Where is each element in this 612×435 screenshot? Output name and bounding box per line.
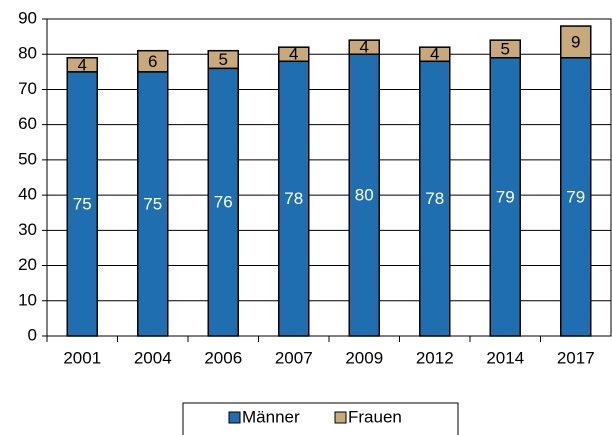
- x-tick-label: 2012: [416, 348, 454, 367]
- plot-frame: [46, 18, 612, 337]
- data-label: 6: [148, 52, 157, 71]
- data-label: 79: [566, 187, 585, 206]
- x-tick-label: 2014: [486, 348, 524, 367]
- data-label: 4: [78, 55, 87, 74]
- bar-segment: [66, 56, 98, 73]
- y-tick-label: 80: [18, 44, 37, 63]
- y-tick-label: 20: [18, 255, 37, 274]
- data-label: 4: [430, 45, 439, 64]
- data-label: 4: [360, 38, 369, 57]
- legend-swatch: [334, 411, 347, 424]
- x-tick-label: 2004: [134, 348, 172, 367]
- bar-segment: [419, 60, 451, 337]
- bar-segment: [348, 53, 380, 337]
- legend-label: Männer: [242, 407, 300, 426]
- data-label: 76: [214, 193, 233, 212]
- data-label: 4: [289, 45, 298, 64]
- x-tick-label: 2006: [204, 348, 242, 367]
- x-tick-label: 2007: [275, 348, 313, 367]
- bar-segment: [560, 56, 592, 337]
- legend-frame: [182, 402, 459, 435]
- bar-segment: [348, 39, 380, 55]
- x-tick-label: 2009: [345, 348, 383, 367]
- y-tick-label: 30: [18, 220, 37, 239]
- legend-swatch: [228, 411, 241, 424]
- y-tick-label: 40: [18, 185, 37, 204]
- bar-segment: [419, 46, 451, 63]
- y-tick-label: 50: [18, 149, 37, 168]
- bar-segment: [278, 46, 310, 63]
- data-label: 78: [425, 189, 444, 208]
- data-label: 5: [219, 50, 228, 69]
- data-label: 9: [571, 32, 580, 51]
- data-label: 75: [143, 194, 162, 213]
- bar-segment: [207, 67, 239, 337]
- data-label: 5: [501, 39, 510, 58]
- data-label: 80: [355, 186, 374, 205]
- bar-segment: [137, 49, 169, 73]
- y-tick-label: 10: [18, 290, 37, 309]
- bar-segment: [278, 60, 310, 337]
- bar-segment: [560, 25, 592, 59]
- y-tick-label: 70: [18, 79, 37, 98]
- data-label: 75: [73, 194, 92, 213]
- data-label: 78: [284, 189, 303, 208]
- bar-segment: [489, 39, 521, 59]
- y-tick-label: 0: [28, 325, 37, 344]
- data-label: 79: [496, 187, 515, 206]
- x-tick-label: 2017: [557, 348, 595, 367]
- x-tick-label: 2001: [63, 348, 101, 367]
- y-tick-label: 90: [18, 8, 37, 27]
- legend: Männer Frauen: [182, 402, 459, 435]
- bar-segment: [207, 49, 239, 70]
- y-tick-label: 60: [18, 114, 37, 133]
- legend-label: Frauen: [348, 407, 402, 426]
- bar-segment: [66, 71, 98, 337]
